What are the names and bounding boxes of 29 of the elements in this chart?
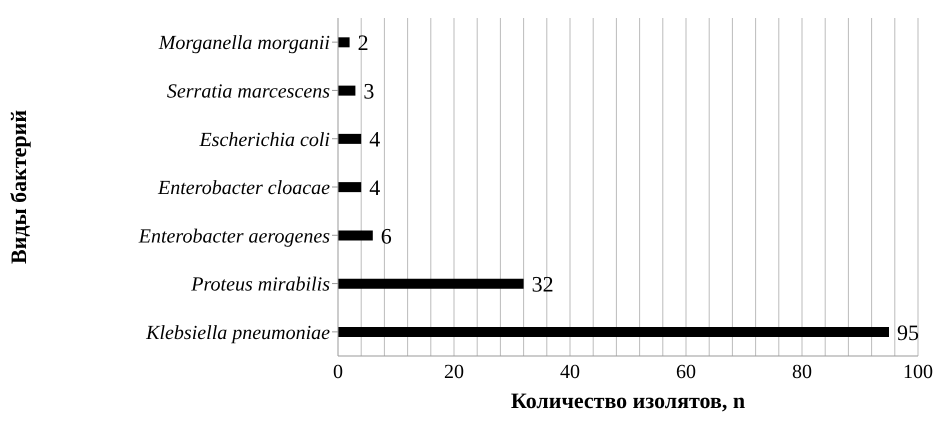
x-tick-label: 80	[792, 361, 812, 384]
data-label: 3	[363, 78, 374, 104]
data-label: 4	[369, 174, 380, 200]
y-tick-label: Serratia marcescens	[166, 80, 330, 103]
y-axis-title: Виды бактерий	[6, 110, 31, 264]
bar	[338, 86, 356, 96]
bar	[338, 278, 524, 289]
data-label: 32	[532, 272, 554, 297]
data-label: 6	[380, 223, 392, 248]
bar	[338, 134, 362, 144]
data-label: 95	[897, 320, 919, 345]
y-tick-label: Enterobacter aerogenes	[138, 225, 330, 248]
y-tick-label: Proteus mirabilis	[190, 274, 330, 296]
y-tick-label: Klebsiella pneumoniae	[145, 322, 330, 344]
x-tick-label: 60	[676, 361, 696, 384]
bar	[338, 182, 362, 192]
y-tick-label: Enterobacter cloacae	[157, 177, 330, 200]
bar	[338, 37, 350, 48]
x-axis-title: Количество изолятов, n	[510, 388, 746, 413]
x-tick-label: 0	[333, 361, 343, 384]
x-tick-label: 100	[903, 361, 933, 384]
data-label: 2	[358, 30, 369, 56]
y-tick-label: Escherichia coli	[198, 128, 330, 151]
x-tick-label: 20	[444, 361, 464, 384]
bar	[338, 230, 373, 240]
y-tick-label: Morganella morganii	[158, 32, 330, 54]
data-label: 4	[369, 126, 380, 152]
x-tick-label: 40	[560, 361, 580, 384]
bar	[338, 327, 889, 338]
